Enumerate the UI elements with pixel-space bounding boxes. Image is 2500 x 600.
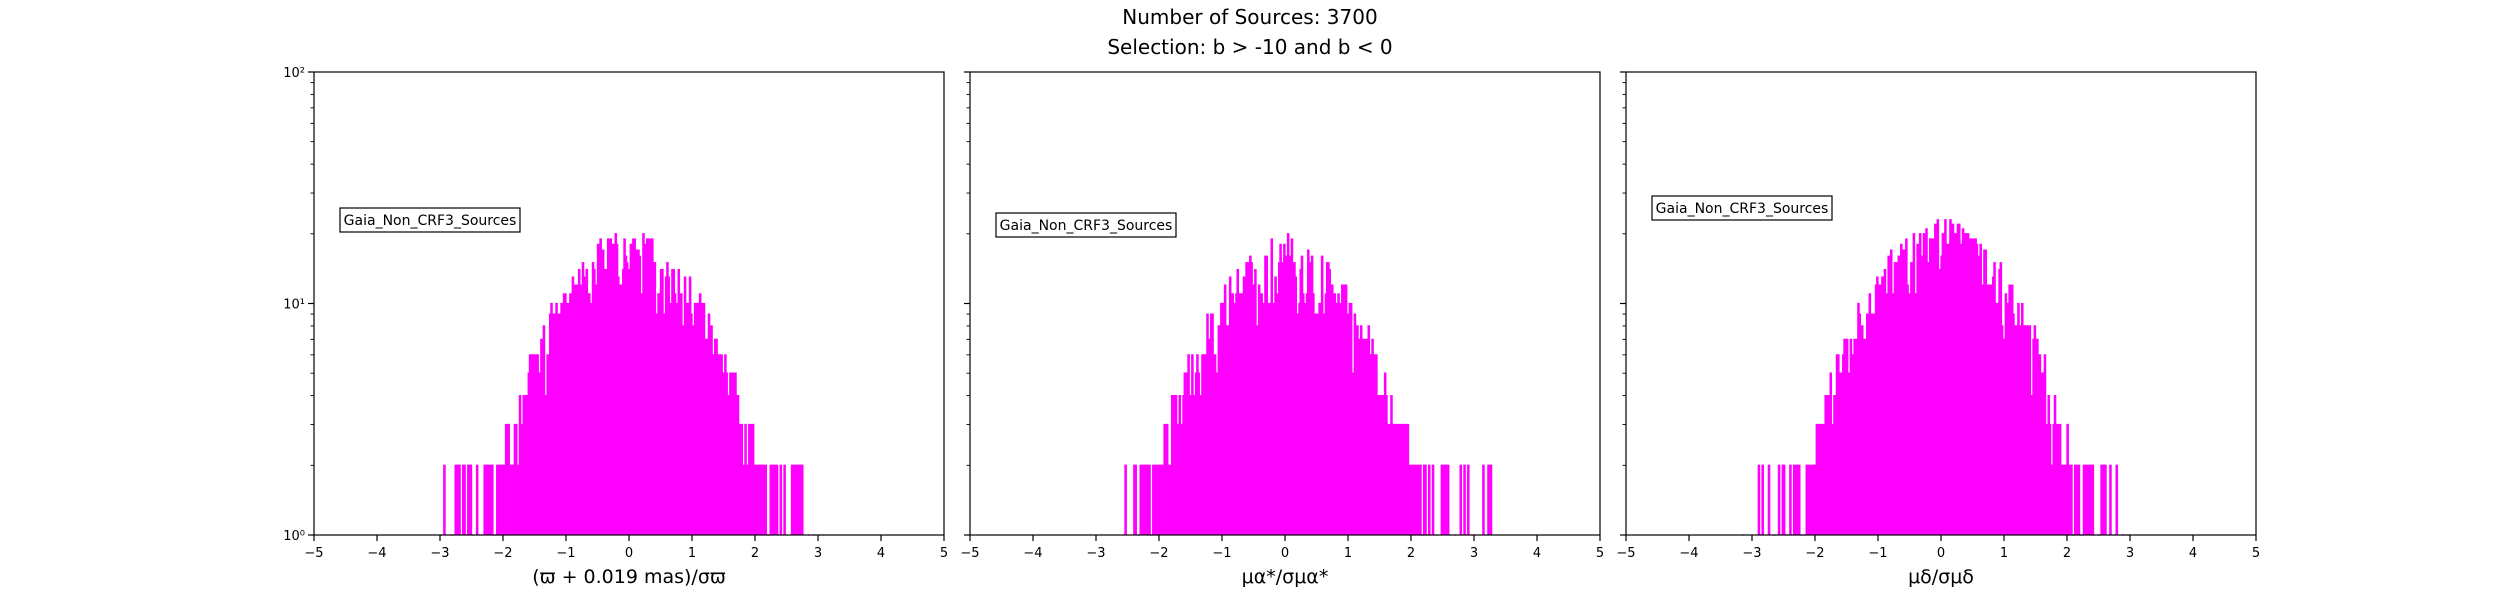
histogram-bars (440, 233, 825, 536)
x-tick-label: 4 (877, 546, 885, 561)
x-tick-label: −5 (960, 546, 979, 561)
panel-3: −5 −4 −3 −2 −1 0 1 2 3 4 5 Gaia_Non_CRF3_Sources μδ/… (1616, 71, 2260, 588)
x-tick-label: 2 (2063, 546, 2071, 561)
histogram-bars (1122, 233, 1493, 536)
x-tick-label: 1 (1344, 546, 1352, 561)
x-tick-label: −1 (1868, 546, 1887, 561)
legend-box (995, 212, 1177, 238)
x-tick-label: −4 (367, 546, 386, 561)
x-tick-label: 0 (1281, 546, 1289, 561)
x-tick-label: 0 (1937, 546, 1945, 561)
panel-2: −5 −4 −3 −2 −1 0 1 2 3 4 5 Gaia_Non_CRF3_Sources μα*… (960, 71, 1604, 588)
x-tick-label: −2 (1805, 546, 1824, 561)
x-tick-label: −4 (1679, 546, 1698, 561)
x-tick-label: 3 (1470, 546, 1478, 561)
x-tick-label: 3 (2126, 546, 2134, 561)
y-tick-label: 10² (283, 66, 305, 81)
x-tick-label: −1 (1212, 546, 1231, 561)
figure-subtitle: Selection: b > -10 and b < 0 (1107, 35, 1393, 59)
y-tick-label: 10¹ (283, 298, 305, 313)
x-tick-label: 5 (1596, 546, 1604, 561)
x-tick-label: 4 (2189, 546, 2197, 561)
x-tick-label: 0 (625, 546, 633, 561)
legend-box (1651, 195, 1833, 221)
legend-box (339, 207, 521, 233)
x-tick-label: 4 (1533, 546, 1541, 561)
figure-title: Number of Sources: 3700 (1122, 5, 1378, 29)
legend-label: Gaia_Non_CRF3_Sources (1656, 201, 1829, 217)
x-tick-label: −5 (1616, 546, 1635, 561)
x-tick-label: 1 (2000, 546, 2008, 561)
x-tick-label: −2 (1149, 546, 1168, 561)
x-tick-label: −3 (430, 546, 449, 561)
x-axis-label: μδ/σμδ (1908, 566, 1974, 588)
x-tick-label: 1 (688, 546, 696, 561)
x-axis-label: (ϖ + 0.019 mas)/σϖ (532, 566, 726, 588)
x-tick-label: −3 (1086, 546, 1105, 561)
x-axis-label: μα*/σμα* (1242, 566, 1329, 588)
x-tick-label: 2 (1407, 546, 1415, 561)
x-tick-label: 3 (814, 546, 822, 561)
panel-1: −5 −4 −3 −2 −1 0 1 2 3 4 5 10⁰ 10¹ 10² Gaia_Non_CRF3_S… (283, 66, 948, 588)
x-tick-label: 5 (2252, 546, 2260, 561)
x-tick-label: −2 (493, 546, 512, 561)
histogram-bars (1741, 219, 2130, 536)
x-tick-label: −5 (304, 546, 323, 561)
legend-label: Gaia_Non_CRF3_Sources (1000, 218, 1173, 234)
x-tick-label: −3 (1742, 546, 1761, 561)
y-tick-label: 10⁰ (283, 529, 305, 544)
x-tick-label: −1 (556, 546, 575, 561)
legend-label: Gaia_Non_CRF3_Sources (344, 213, 517, 229)
x-tick-label: −4 (1023, 546, 1042, 561)
x-tick-label: 2 (751, 546, 759, 561)
x-tick-label: 5 (940, 546, 948, 561)
